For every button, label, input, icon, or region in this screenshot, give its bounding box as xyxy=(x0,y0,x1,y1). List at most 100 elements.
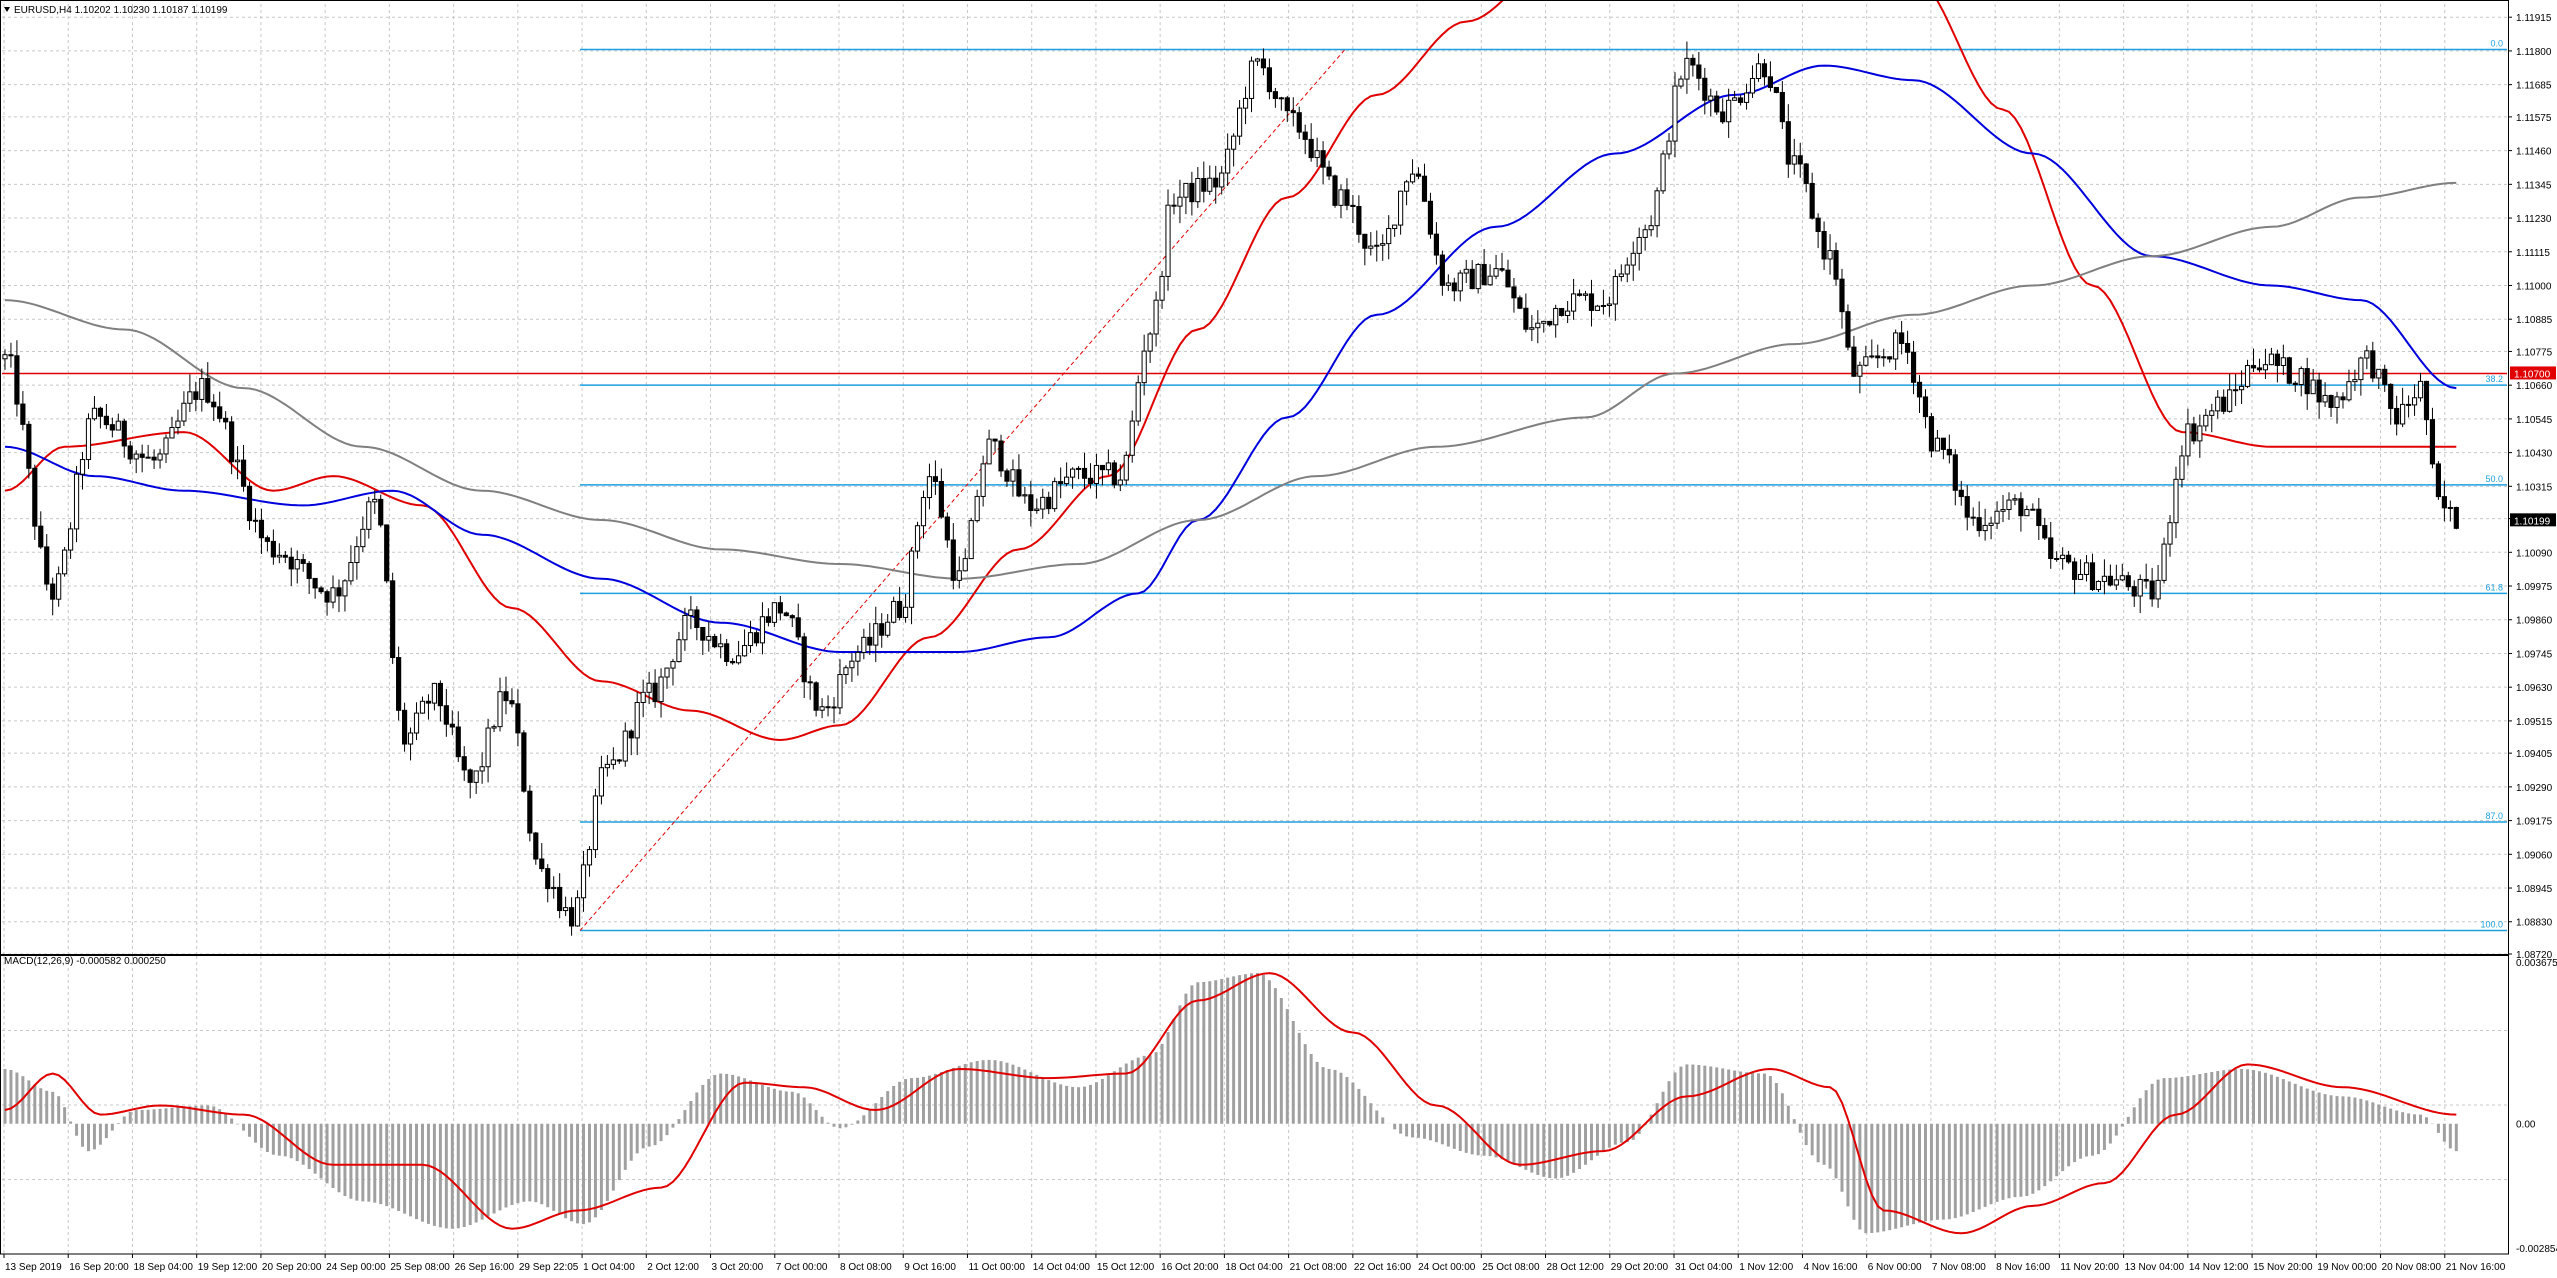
fib-trendline[interactable] xyxy=(579,49,1346,931)
candle-body xyxy=(515,703,521,734)
candle-body xyxy=(1576,293,1583,296)
candle-body xyxy=(1201,178,1207,192)
candle-body xyxy=(1171,204,1177,207)
candle-body xyxy=(2453,506,2459,529)
candle-body xyxy=(2,354,8,360)
candle-body xyxy=(1845,311,1851,348)
price-tick-label: 1.11115 xyxy=(2516,248,2550,259)
macd-signal-line xyxy=(4,972,2457,1235)
candle-body xyxy=(300,559,306,564)
candle-body xyxy=(109,424,115,431)
candle-body xyxy=(2197,425,2203,442)
candle-body xyxy=(240,459,247,487)
candle-body xyxy=(32,467,38,527)
candle-body xyxy=(443,705,449,725)
moving-averages xyxy=(4,0,2457,742)
price-tick-label: 1.11230 xyxy=(2516,214,2552,225)
candle-body xyxy=(926,476,933,499)
candle-body xyxy=(2006,499,2012,511)
candle-body xyxy=(771,602,777,623)
candle-body xyxy=(736,655,742,664)
candle-body xyxy=(1487,275,1493,286)
candle-body xyxy=(384,524,390,582)
candle-body xyxy=(1594,305,1601,311)
candle-body xyxy=(342,580,348,597)
candle-body xyxy=(610,759,616,765)
candle-body xyxy=(2328,394,2334,408)
candle-body xyxy=(2054,557,2060,560)
candle-body xyxy=(2221,396,2227,412)
candle-body xyxy=(175,420,181,428)
candle-body xyxy=(2358,357,2364,381)
candle-body xyxy=(1099,464,1105,471)
candle-body xyxy=(676,639,682,663)
candle-body xyxy=(2125,575,2131,588)
candle-body xyxy=(539,858,545,870)
candle-body xyxy=(235,459,241,463)
candle-body xyxy=(378,498,384,526)
candle-body xyxy=(1559,307,1565,316)
candle-body xyxy=(1988,522,1994,526)
candle-body xyxy=(962,558,968,572)
candle-body xyxy=(503,691,509,702)
moving-average-blue-line xyxy=(4,64,2457,653)
candle-body xyxy=(1666,140,1672,155)
candle-body xyxy=(20,403,26,425)
candle-body xyxy=(2244,365,2251,387)
candle-body xyxy=(1851,346,1857,377)
time-tick-label: 22 Oct 16:00 xyxy=(1354,1262,1412,1273)
candle-body xyxy=(1934,437,1940,452)
candle-body xyxy=(1433,233,1439,256)
fibonacci-retracement[interactable]: 0.0 38.2 50.0 61.8 87.0 100.0 xyxy=(579,38,2507,932)
candle-body xyxy=(563,907,569,912)
candle-body xyxy=(1308,138,1314,159)
price-tick-label: 1.08945 xyxy=(2516,884,2553,895)
candle-body xyxy=(1380,243,1386,246)
candle-body xyxy=(187,391,193,404)
candle-body xyxy=(825,706,831,709)
candle-body xyxy=(682,615,688,641)
candle-body xyxy=(634,701,640,739)
candle-body xyxy=(741,645,748,657)
candle-body xyxy=(1493,268,1499,277)
candle-body xyxy=(1093,464,1100,484)
candle-body xyxy=(1827,250,1833,260)
candle-body xyxy=(2030,508,2036,511)
chart-menu-triangle-icon[interactable] xyxy=(4,7,10,12)
candle-body xyxy=(2400,403,2406,425)
candle-body xyxy=(1332,175,1338,206)
candle-body xyxy=(1457,272,1463,292)
candle-body xyxy=(2227,389,2233,412)
candle-body xyxy=(789,615,795,619)
candle-body xyxy=(79,459,86,475)
candle-body xyxy=(569,907,575,927)
candle-body xyxy=(1302,131,1308,140)
candle-body xyxy=(1505,269,1511,288)
candle-body xyxy=(1684,57,1690,80)
time-tick-label: 8 Oct 08:00 xyxy=(840,1262,892,1273)
hline-price-label: 1.10700 xyxy=(2514,369,2551,380)
candle-body xyxy=(276,554,282,558)
candle-body xyxy=(640,691,646,703)
candle-body xyxy=(2155,579,2161,600)
candle-body xyxy=(181,402,187,422)
price-tick-label: 1.10885 xyxy=(2516,315,2553,326)
candle-body xyxy=(1183,182,1189,198)
macd-tick-label: -0.002854 xyxy=(2516,1244,2557,1255)
price-tick-label: 1.10090 xyxy=(2516,548,2553,559)
candle-body xyxy=(914,525,921,552)
candle-body xyxy=(2417,380,2424,399)
candle-body xyxy=(1743,92,1750,103)
candle-body xyxy=(1052,481,1058,510)
candles xyxy=(2,41,2459,936)
time-tick-label: 31 Oct 04:00 xyxy=(1675,1262,1733,1273)
candle-body xyxy=(1529,327,1535,330)
macd-tick-label: 0.00 xyxy=(2516,1120,2536,1131)
candle-body xyxy=(1630,252,1636,266)
candle-body xyxy=(2280,357,2286,366)
candle-body xyxy=(91,407,98,420)
candle-body xyxy=(652,682,658,703)
